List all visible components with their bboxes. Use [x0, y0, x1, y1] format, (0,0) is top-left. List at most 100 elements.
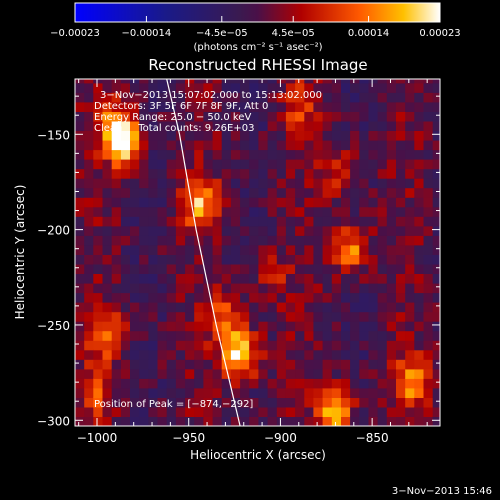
heatmap-cell: [267, 387, 278, 398]
heatmap-cell: [386, 292, 397, 303]
heatmap-cell: [175, 168, 186, 179]
heatmap-cell: [185, 168, 195, 179]
heatmap-cell: [368, 187, 379, 198]
heatmap-cell: [313, 387, 324, 398]
heatmap-cell: [93, 140, 104, 151]
heatmap-cell: [139, 330, 149, 341]
heatmap-cell: [130, 111, 140, 122]
heatmap-cell: [84, 159, 94, 170]
heatmap-cell: [396, 311, 406, 322]
heatmap-cell: [368, 149, 379, 160]
heatmap-cell: [414, 254, 425, 265]
heatmap-cell: [166, 254, 177, 265]
heatmap-cell: [405, 244, 415, 255]
heatmap-cell: [139, 340, 149, 351]
heatmap-cell: [423, 159, 434, 170]
heatmap-cell: [396, 292, 406, 303]
heatmap-cell: [194, 111, 204, 122]
heatmap-cell: [84, 92, 94, 103]
heatmap-cell: [341, 283, 351, 294]
heatmap-cell: [276, 120, 287, 131]
heatmap-cell: [350, 168, 360, 179]
heatmap-cell: [157, 416, 168, 426]
heatmap-cell: [267, 178, 278, 189]
heatmap-cell: [120, 397, 131, 408]
heatmap-cell: [432, 111, 440, 122]
heatmap-cell: [212, 178, 223, 189]
heatmap-cell: [432, 197, 440, 208]
heatmap-cell: [221, 79, 232, 84]
heatmap-cell: [175, 235, 186, 246]
heatmap-cell: [432, 378, 440, 389]
heatmap-cell: [185, 159, 195, 170]
heatmap-cell: [322, 340, 333, 351]
heatmap-cell: [276, 244, 287, 255]
heatmap-cell: [120, 149, 131, 160]
heatmap-cell: [386, 130, 397, 141]
heatmap-cell: [157, 235, 168, 246]
heatmap-cell: [423, 263, 434, 274]
heatmap-cell: [75, 321, 85, 332]
heatmap-cell: [194, 120, 204, 131]
heatmap-cell: [212, 378, 223, 389]
heatmap-cell: [313, 311, 324, 322]
heatmap-cell: [414, 263, 425, 274]
heatmap-cell: [359, 206, 370, 217]
heatmap-cell: [230, 340, 241, 351]
heatmap-cell: [341, 387, 351, 398]
heatmap-cell: [304, 225, 315, 236]
heatmap-cell: [331, 149, 342, 160]
heatmap-cell: [102, 130, 113, 141]
heatmap-cell: [130, 197, 140, 208]
heatmap-cell: [221, 216, 232, 227]
heatmap-cell: [432, 311, 440, 322]
heatmap-cell: [139, 292, 149, 303]
y-tick-label: −300: [37, 414, 70, 428]
heatmap-cell: [212, 311, 223, 322]
heatmap-cell: [396, 349, 406, 360]
heatmap-cell: [331, 244, 342, 255]
heatmap-cell: [341, 111, 351, 122]
heatmap-cell: [414, 178, 425, 189]
heatmap-cell: [285, 111, 296, 122]
heatmap-cell: [240, 120, 250, 131]
heatmap-cell: [185, 330, 195, 341]
heatmap-cell: [120, 140, 131, 151]
heatmap-cell: [258, 149, 269, 160]
heatmap-cell: [194, 216, 204, 227]
heatmap-cell: [295, 283, 305, 294]
heatmap-cell: [423, 197, 434, 208]
heatmap-cell: [359, 178, 370, 189]
heatmap-cell: [203, 254, 214, 265]
heatmap-cell: [221, 206, 232, 217]
heatmap-cell: [93, 349, 104, 360]
heatmap-cell: [139, 387, 149, 398]
heatmap-cell: [148, 387, 159, 398]
heatmap-cell: [276, 397, 287, 408]
heatmap-cell: [368, 283, 379, 294]
heatmap-cell: [175, 387, 186, 398]
heatmap-cell: [258, 197, 269, 208]
heatmap-cell: [212, 216, 223, 227]
heatmap-cell: [258, 130, 269, 141]
heatmap-cell: [258, 159, 269, 170]
heatmap-cell: [185, 311, 195, 322]
heatmap-cell: [350, 216, 360, 227]
heatmap-cell: [102, 168, 113, 179]
heatmap-cell: [120, 235, 131, 246]
heatmap-cell: [368, 359, 379, 370]
heatmap-cell: [386, 263, 397, 274]
heatmap-cell: [350, 263, 360, 274]
heatmap-cell: [194, 130, 204, 141]
heatmap-cell: [432, 406, 440, 417]
heatmap-cell: [396, 321, 406, 332]
heatmap-cell: [377, 79, 388, 84]
heatmap-cell: [285, 302, 296, 313]
heatmap-cell: [405, 225, 415, 236]
heatmap-cell: [432, 140, 440, 151]
heatmap-cell: [102, 416, 113, 426]
heatmap-cell: [194, 159, 204, 170]
heatmap-cell: [75, 92, 85, 103]
heatmap-cell: [341, 397, 351, 408]
colorbar-tick-label: −0.00014: [122, 28, 172, 39]
